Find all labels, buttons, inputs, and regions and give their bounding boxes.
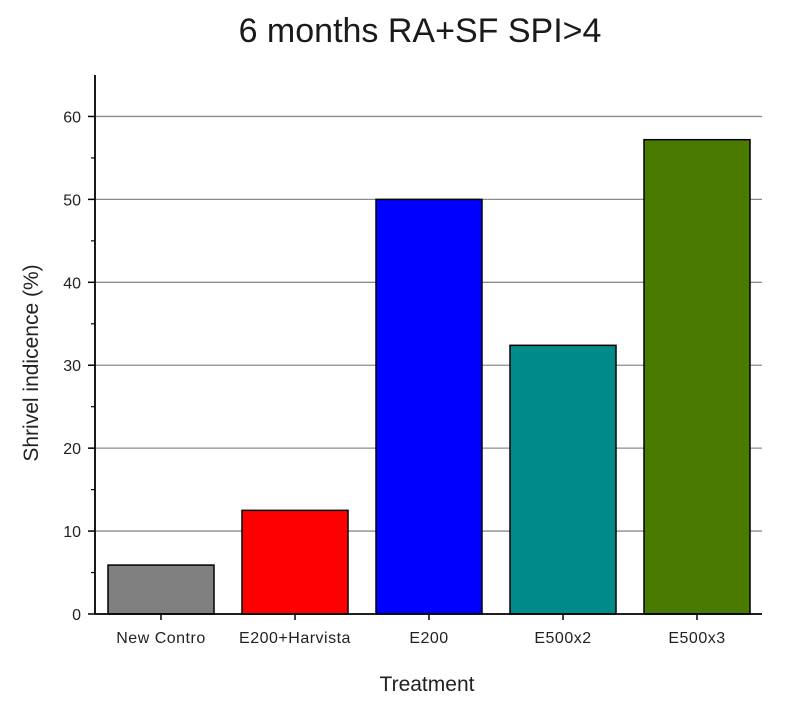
y-tick-labels: 0 10 20 30 40 50 60 <box>63 109 81 624</box>
chart-title: 6 months RA+SF SPI>4 <box>239 12 602 50</box>
bar <box>509 344 617 615</box>
y-tick-label: 10 <box>63 524 81 541</box>
y-axis-label: Shrivel indicence (%) <box>20 264 43 461</box>
y-tick-label: 20 <box>63 441 81 458</box>
bars <box>107 138 751 615</box>
x-category-labels: New Contro E200+Harvista E200 E500x2 E500x3 <box>116 630 725 647</box>
x-tick-label: E200 <box>409 630 448 647</box>
y-tick-label: 30 <box>63 358 81 375</box>
bar <box>375 198 483 615</box>
axes <box>88 75 762 620</box>
bar <box>643 138 751 615</box>
bar <box>107 564 215 615</box>
y-tick-label: 60 <box>63 109 81 126</box>
y-tick-label: 0 <box>72 607 81 624</box>
x-tick-label: E200+Harvista <box>239 630 351 647</box>
x-tick-label: E500x3 <box>668 630 725 647</box>
x-tick-label: E500x2 <box>534 630 591 647</box>
x-axis-label: Treatment <box>380 673 475 696</box>
y-tick-label: 40 <box>63 275 81 292</box>
y-tick-label: 50 <box>63 192 81 209</box>
bar <box>241 509 349 615</box>
x-tick-label: New Contro <box>116 630 205 647</box>
